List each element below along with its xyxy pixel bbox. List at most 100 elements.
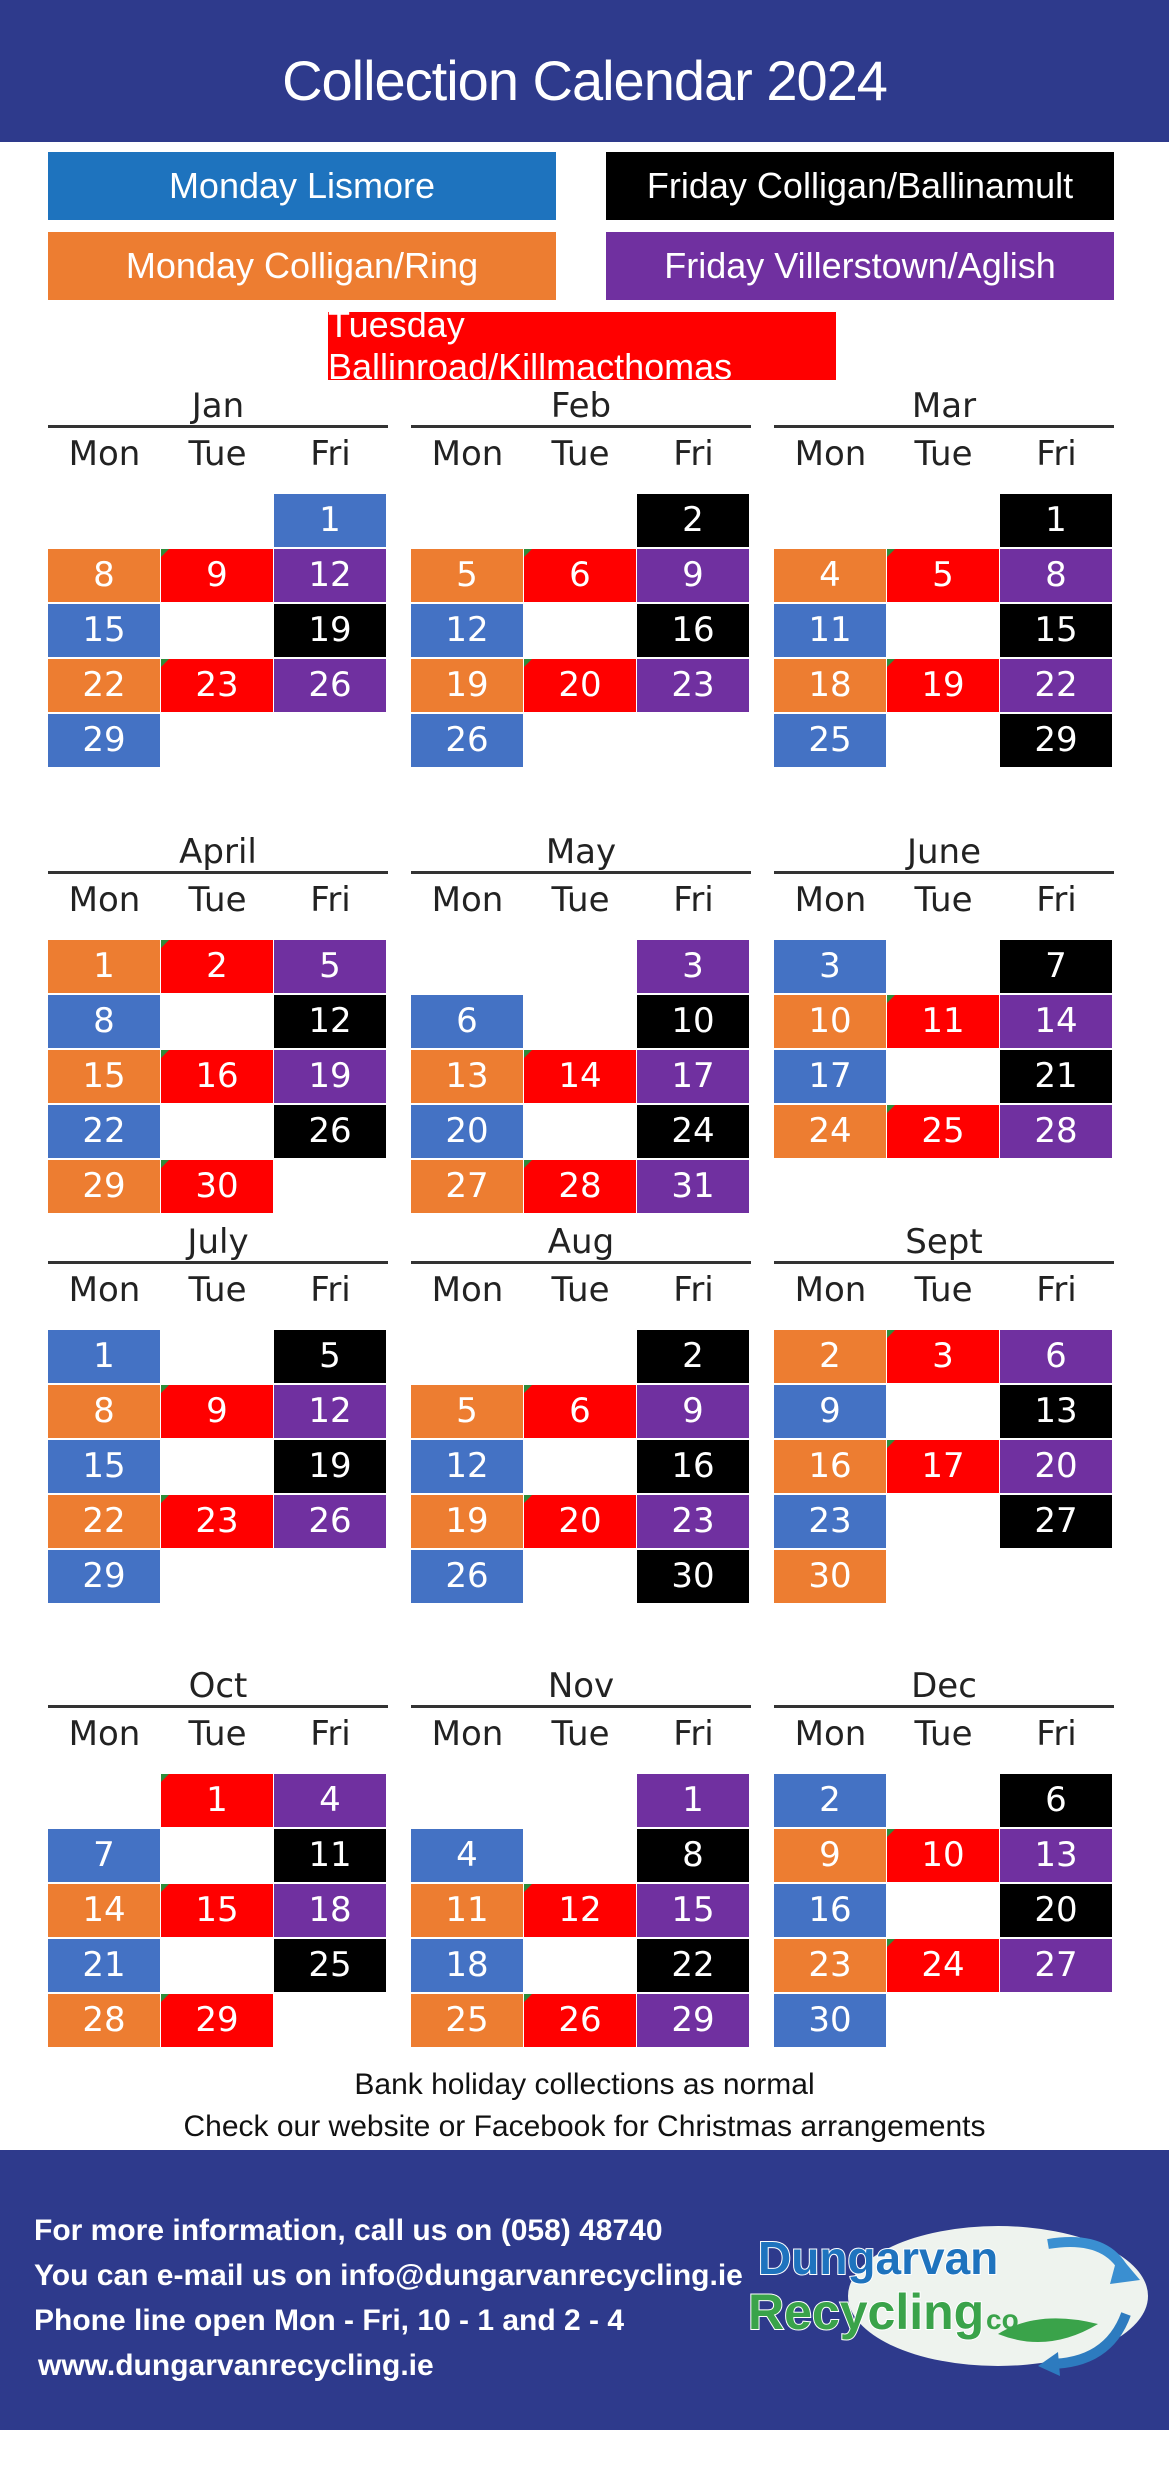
month-title: Nov xyxy=(411,1664,751,1708)
month-title: May xyxy=(411,830,751,874)
collection-day-cell: 30 xyxy=(637,1550,749,1603)
collection-day-cell: 1 xyxy=(274,494,386,547)
collection-day-cell: 16 xyxy=(774,1440,886,1493)
collection-day-cell: 12 xyxy=(274,1385,386,1438)
weekday-header: Tue xyxy=(188,1714,247,1754)
collection-day-cell: 16 xyxy=(774,1884,886,1937)
collection-day-cell: 8 xyxy=(1000,549,1112,602)
weekday-header: Fri xyxy=(673,434,714,474)
collection-day-cell: 9 xyxy=(161,549,273,602)
collection-day-cell: 11 xyxy=(274,1829,386,1882)
collection-day-cell: 27 xyxy=(1000,1939,1112,1992)
collection-day-cell: 5 xyxy=(274,1330,386,1383)
collection-day-cell: 29 xyxy=(48,1550,160,1603)
collection-day-cell: 12 xyxy=(274,549,386,602)
weekday-header: Fri xyxy=(310,880,351,920)
collection-day-cell: 23 xyxy=(774,1939,886,1992)
weekday-header: Mon xyxy=(68,1714,141,1754)
weekday-header: Fri xyxy=(1036,1714,1077,1754)
collection-day-cell: 18 xyxy=(774,659,886,712)
weekday-header: Mon xyxy=(68,434,141,474)
legend-monday-colligan-ring: Monday Colligan/Ring xyxy=(48,232,556,300)
collection-day-cell: 26 xyxy=(274,1105,386,1158)
collection-day-cell: 6 xyxy=(524,549,636,602)
weekday-header: Fri xyxy=(310,1714,351,1754)
collection-day-cell: 29 xyxy=(48,714,160,767)
collection-day-cell: 17 xyxy=(774,1050,886,1103)
collection-day-cell: 12 xyxy=(411,1440,523,1493)
collection-day-cell: 13 xyxy=(411,1050,523,1103)
collection-day-cell: 14 xyxy=(524,1050,636,1103)
legend-friday-colligan-ballinamult: Friday Colligan/Ballinamult xyxy=(606,152,1114,220)
weekday-header: Mon xyxy=(431,1714,504,1754)
weekday-header: Tue xyxy=(551,1714,610,1754)
collection-day-cell: 15 xyxy=(48,1050,160,1103)
weekday-header: Fri xyxy=(1036,434,1077,474)
weekday-header: Mon xyxy=(794,434,867,474)
collection-day-cell: 7 xyxy=(48,1829,160,1882)
weekday-header: Tue xyxy=(188,434,247,474)
collection-day-cell: 15 xyxy=(161,1884,273,1937)
collection-day-cell: 25 xyxy=(887,1105,999,1158)
page-title: Collection Calendar 2024 xyxy=(282,49,888,112)
collection-day-cell: 4 xyxy=(411,1829,523,1882)
logo-word-dungarvan: Dungarvan xyxy=(758,2232,998,2284)
collection-day-cell: 18 xyxy=(411,1939,523,1992)
collection-day-cell: 22 xyxy=(637,1939,749,1992)
collection-day-cell: 29 xyxy=(1000,714,1112,767)
collection-day-cell: 21 xyxy=(1000,1050,1112,1103)
contact-info: For more information, call us on (058) 4… xyxy=(34,2208,743,2388)
collection-day-cell: 1 xyxy=(161,1774,273,1827)
collection-day-cell: 4 xyxy=(774,549,886,602)
logo-word-co: co. xyxy=(986,2304,1026,2335)
collection-day-cell: 20 xyxy=(524,659,636,712)
weekday-header: Fri xyxy=(673,1270,714,1310)
collection-day-cell: 2 xyxy=(637,494,749,547)
collection-day-cell: 9 xyxy=(637,549,749,602)
notes: Bank holiday collections as normal Check… xyxy=(0,2064,1169,2148)
collection-day-cell: 19 xyxy=(411,659,523,712)
collection-day-cell: 14 xyxy=(48,1884,160,1937)
hours-line: Phone line open Mon - Fri, 10 - 1 and 2 … xyxy=(34,2304,625,2337)
collection-day-cell: 19 xyxy=(274,1050,386,1103)
collection-day-cell: 23 xyxy=(161,1495,273,1548)
collection-day-cell: 15 xyxy=(48,604,160,657)
collection-day-cell: 10 xyxy=(887,1829,999,1882)
month-title: Dec xyxy=(774,1664,1114,1708)
collection-day-cell: 23 xyxy=(774,1495,886,1548)
collection-day-cell: 22 xyxy=(48,659,160,712)
collection-day-cell: 31 xyxy=(637,1160,749,1213)
phone-line: For more information, call us on (058) 4… xyxy=(34,2214,663,2247)
collection-day-cell: 11 xyxy=(774,604,886,657)
collection-day-cell: 15 xyxy=(1000,604,1112,657)
collection-day-cell: 8 xyxy=(48,549,160,602)
note-bank-holiday: Bank holiday collections as normal xyxy=(354,2068,815,2101)
collection-day-cell: 26 xyxy=(274,659,386,712)
dungarvan-recycling-logo: Dungarvan Recycling co. xyxy=(748,2226,1148,2376)
collection-day-cell: 4 xyxy=(274,1774,386,1827)
collection-day-cell: 28 xyxy=(524,1160,636,1213)
collection-day-cell: 16 xyxy=(637,604,749,657)
collection-day-cell: 2 xyxy=(774,1330,886,1383)
collection-day-cell: 10 xyxy=(774,995,886,1048)
collection-day-cell: 25 xyxy=(274,1939,386,1992)
collection-day-cell: 29 xyxy=(637,1994,749,2047)
email-line: You can e-mail us on info@dungarvanrecyc… xyxy=(34,2259,743,2292)
weekday-header: Mon xyxy=(794,1714,867,1754)
collection-day-cell: 24 xyxy=(774,1105,886,1158)
website-link[interactable]: www.dungarvanrecycling.ie xyxy=(38,2349,434,2382)
weekday-header: Tue xyxy=(551,434,610,474)
weekday-header: Fri xyxy=(1036,1270,1077,1310)
weekday-header: Tue xyxy=(914,1270,973,1310)
weekday-header: Fri xyxy=(310,1270,351,1310)
collection-day-cell: 17 xyxy=(637,1050,749,1103)
collection-day-cell: 13 xyxy=(1000,1385,1112,1438)
collection-day-cell: 26 xyxy=(274,1495,386,1548)
weekday-header: Tue xyxy=(914,434,973,474)
month-title: July xyxy=(48,1220,388,1264)
weekday-header: Mon xyxy=(68,880,141,920)
collection-day-cell: 6 xyxy=(1000,1774,1112,1827)
collection-day-cell: 17 xyxy=(887,1440,999,1493)
collection-day-cell: 2 xyxy=(161,940,273,993)
weekday-header: Fri xyxy=(673,880,714,920)
